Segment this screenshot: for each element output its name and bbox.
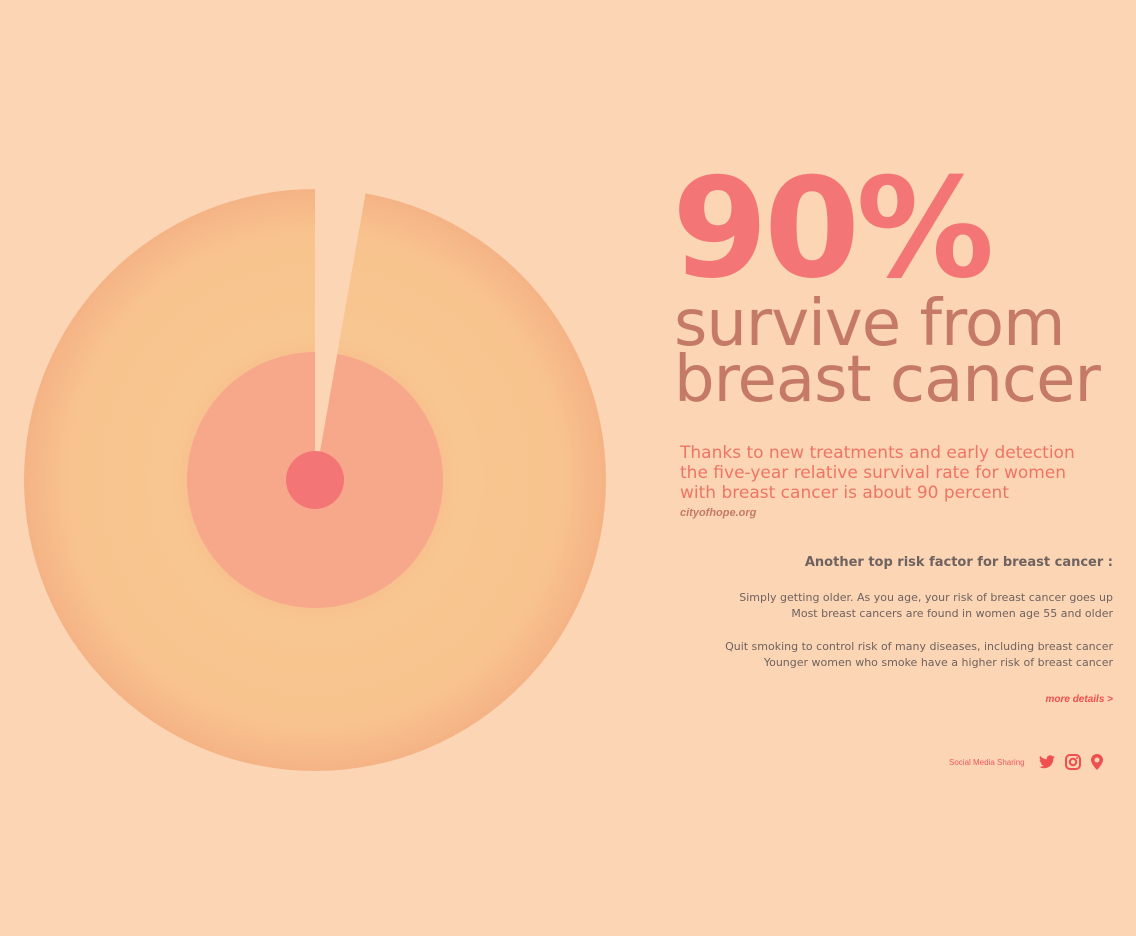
center-dot [286,451,344,509]
source-link[interactable]: cityofhope.org [680,507,757,519]
instagram-icon[interactable] [1064,754,1081,770]
gap-wedge [315,180,368,480]
percent-headline: 90% [672,148,994,309]
intro-line: Thanks to new treatments and early detec… [680,443,1075,463]
survival-donut-chart [24,180,606,771]
location-pin-icon[interactable] [1090,754,1103,770]
risk-title: Another top risk factor for breast cance… [804,555,1113,570]
intro-line: with breast cancer is about 90 percent [680,483,1010,503]
more-details-link[interactable]: more details > [1045,694,1113,705]
risk-line: Simply getting older. As you age, your r… [739,591,1113,604]
headline-line: survive from [674,287,1065,361]
risk-block: Quit smoking to control risk of many dis… [725,639,1113,671]
risk-block: Simply getting older. As you age, your r… [739,590,1113,622]
twitter-icon[interactable] [1038,755,1055,769]
social-label: Social Media Sharing [949,757,1025,767]
risk-line: Younger women who smoke have a higher ri… [763,656,1113,669]
headline: survive from breast cancer [674,287,1101,417]
social-sharing: Social Media Sharing [949,754,1103,770]
risk-line: Most breast cancers are found in women a… [791,607,1113,620]
risk-line: Quit smoking to control risk of many dis… [725,640,1113,653]
headline-line: breast cancer [674,343,1101,417]
intro-text: Thanks to new treatments and early detec… [680,443,1075,503]
intro-line: the five-year relative survival rate for… [680,463,1067,483]
